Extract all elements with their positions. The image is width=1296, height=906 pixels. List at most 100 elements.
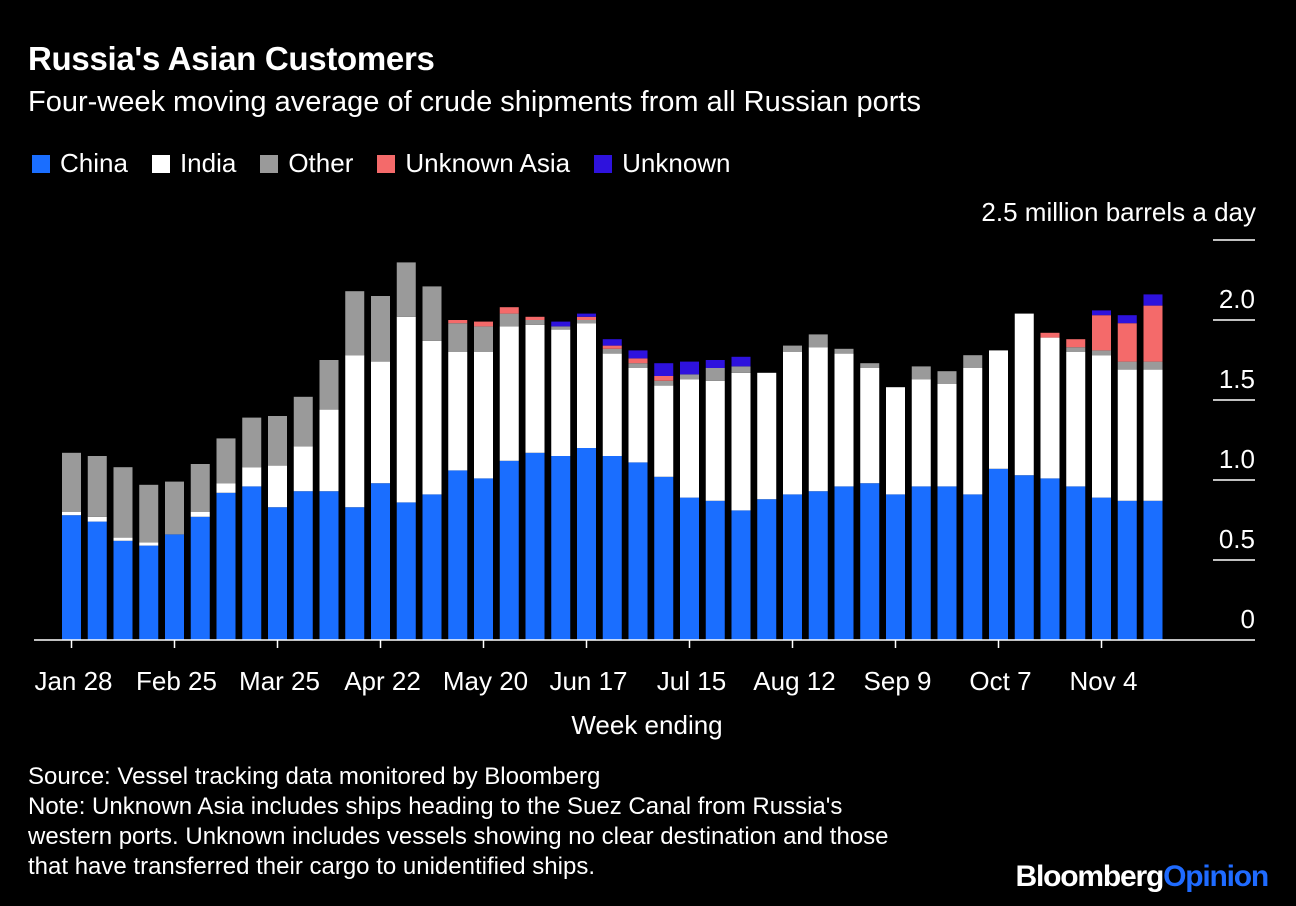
bar-unknown-asia-41 <box>1117 323 1137 362</box>
source-note: Source: Vessel tracking data monitored b… <box>28 763 601 790</box>
bar-china-20 <box>577 448 596 640</box>
bar-china-37 <box>1014 475 1034 640</box>
x-tick-label: Jan 28 <box>34 666 112 696</box>
bar-india-10 <box>319 409 339 492</box>
bar-china-22 <box>628 462 648 640</box>
legend-label-other: Other <box>288 148 354 178</box>
bar-china-6 <box>216 492 236 640</box>
bar-india-8 <box>268 465 287 508</box>
bar-unknown-asia-22 <box>628 358 648 364</box>
x-tick-label: Jun 17 <box>549 666 627 696</box>
bar-india-29 <box>808 347 828 492</box>
bar-unknown-asia-18 <box>525 316 545 320</box>
bar-unknown-20 <box>577 313 596 317</box>
legend-item-unknown: Unknown <box>594 148 731 179</box>
bar-china-8 <box>268 507 287 640</box>
bar-other-8 <box>268 416 287 466</box>
bar-china-16 <box>474 478 493 640</box>
legend-swatch-india <box>151 154 170 173</box>
bar-other-28 <box>783 345 802 352</box>
bar-unknown-21 <box>602 339 622 346</box>
bar-india-20 <box>577 323 596 448</box>
bar-unknown-asia-17 <box>499 307 519 314</box>
bar-unknown-24 <box>680 361 699 375</box>
legend: China India Other Unknown Asia Unknown <box>32 148 755 179</box>
bar-other-18 <box>525 320 545 325</box>
x-tick-label: Nov 4 <box>1070 666 1138 696</box>
bar-other-2 <box>113 467 133 538</box>
bar-china-26 <box>731 510 751 640</box>
bar-india-18 <box>525 324 545 453</box>
bar-india-21 <box>602 353 622 456</box>
bar-other-6 <box>216 438 236 484</box>
bar-china-3 <box>139 545 159 640</box>
bar-china-9 <box>293 491 313 640</box>
chart-subtitle: Four-week moving average of crude shipme… <box>28 86 921 118</box>
bar-other-20 <box>577 320 596 324</box>
bar-other-40 <box>1092 350 1111 356</box>
bar-india-2 <box>113 537 133 541</box>
bar-india-41 <box>1117 369 1137 501</box>
bar-india-19 <box>551 329 571 456</box>
bar-india-42 <box>1143 369 1163 501</box>
x-ticks: Jan 28 Feb 25 Mar 25 Apr 22 May 20 Jun 17 Jul … <box>34 640 1137 696</box>
bar-china-31 <box>860 483 880 640</box>
legend-item-china: China <box>32 148 128 179</box>
legend-swatch-unknown-asia <box>377 154 396 173</box>
y-tick-label: 1.0 <box>1219 444 1255 474</box>
brand-part-opinion: Opinion <box>1163 860 1269 893</box>
x-axis-label-text: Week ending <box>571 710 723 740</box>
bar-india-6 <box>216 483 236 493</box>
bar-other-19 <box>551 326 571 330</box>
bar-india-23 <box>654 385 674 477</box>
legend-item-india: India <box>151 148 236 179</box>
legend-label-unknown: Unknown <box>622 148 731 178</box>
bar-india-36 <box>989 350 1008 469</box>
bar-unknown-26 <box>731 356 751 367</box>
bar-other-14 <box>422 286 442 341</box>
bar-india-3 <box>139 542 159 546</box>
bar-unknown-23 <box>654 363 674 376</box>
bar-china-33 <box>911 486 931 640</box>
bar-unknown-asia-38 <box>1040 332 1060 338</box>
footnotes: Source: Vessel tracking data monitored b… <box>28 762 888 882</box>
bar-other-12 <box>371 296 390 362</box>
bar-india-37 <box>1014 313 1034 476</box>
bar-india-13 <box>396 316 416 503</box>
bar-china-36 <box>989 468 1008 640</box>
bar-china-24 <box>680 497 699 640</box>
bar-china-7 <box>242 486 262 640</box>
brand-part-bloomberg: Bloomberg <box>1015 860 1165 893</box>
x-tick-label: Aug 12 <box>753 666 835 696</box>
x-tick-label: Feb 25 <box>136 666 217 696</box>
y-tick-label: 2.0 <box>1219 284 1255 314</box>
bar-other-23 <box>654 380 674 386</box>
x-axis-label: Week ending <box>0 710 1296 741</box>
bar-china-40 <box>1092 497 1111 640</box>
bar-other-0 <box>62 452 81 512</box>
bar-china-42 <box>1143 500 1163 640</box>
bar-other-4 <box>165 481 184 535</box>
bar-india-34 <box>937 384 957 487</box>
legend-item-other: Other <box>260 148 353 179</box>
bar-unknown-40 <box>1092 310 1111 316</box>
y-tick-labels: 0 0.5 1.0 1.5 2.0 <box>1219 284 1255 634</box>
bar-other-17 <box>499 313 519 327</box>
bar-china-13 <box>396 502 416 640</box>
bar-india-14 <box>422 340 442 495</box>
bar-india-38 <box>1040 337 1060 479</box>
bloomberg-opinion-logo: BloombergOpinion <box>1015 860 1270 894</box>
bar-china-34 <box>937 486 957 640</box>
bar-other-24 <box>680 374 699 380</box>
bar-other-16 <box>474 326 493 352</box>
bar-unknown-asia-21 <box>602 345 622 349</box>
bar-other-30 <box>834 348 854 354</box>
bar-other-10 <box>319 360 339 410</box>
legend-label-china: China <box>60 148 128 178</box>
x-tick-label: Oct 7 <box>969 666 1031 696</box>
note-line-2: western ports. Unknown includes vessels … <box>28 823 889 850</box>
bar-india-17 <box>499 326 519 461</box>
bar-unknown-19 <box>551 321 571 327</box>
chart-title: Russia's Asian Customers <box>28 40 435 77</box>
bar-india-12 <box>371 361 390 484</box>
